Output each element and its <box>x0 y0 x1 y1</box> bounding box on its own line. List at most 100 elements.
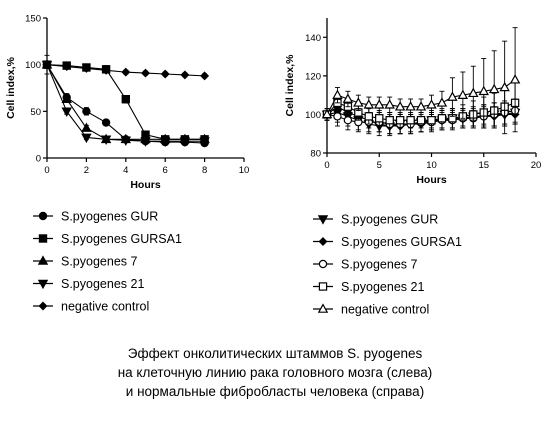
legend-label: negative control <box>341 303 429 317</box>
x-tick-label: 0 <box>324 160 329 171</box>
legend-marker <box>317 303 329 313</box>
legend-item: S.pyogenes GURSA1 <box>313 235 462 249</box>
data-point <box>121 67 131 77</box>
data-point <box>353 97 364 107</box>
legend-marker <box>37 255 49 265</box>
data-point <box>140 137 151 147</box>
x-tick-label: 4 <box>123 165 128 176</box>
y-tick-label: 80 <box>310 149 321 160</box>
y-tick-label: 140 <box>305 33 321 44</box>
series-3 <box>41 60 210 147</box>
series-4 <box>42 60 210 81</box>
legend-marker <box>38 234 48 243</box>
legend-item: S.pyogenes GURSA1 <box>33 232 182 246</box>
caption-line-3: и нормальные фибробласты человека (справ… <box>125 384 425 399</box>
data-point <box>447 91 458 101</box>
data-point <box>82 107 91 116</box>
data-point <box>363 99 375 109</box>
legend-item: S.pyogenes 7 <box>313 258 417 272</box>
data-point <box>179 137 191 147</box>
legend-label: S.pyogenes GURSA1 <box>341 235 462 249</box>
data-point <box>478 85 489 96</box>
data-point <box>436 97 448 107</box>
legend-label: negative control <box>61 300 149 314</box>
data-point <box>509 74 521 84</box>
data-point <box>321 108 333 119</box>
data-point <box>332 89 343 99</box>
data-point <box>120 136 132 146</box>
legend-item: negative control <box>313 303 429 317</box>
caption-line-2: на клеточную линию рака головного мозга … <box>117 365 433 380</box>
legend-item: S.pyogenes GUR <box>313 213 438 227</box>
legend-label: S.pyogenes 21 <box>61 277 144 291</box>
x-tick-label: 6 <box>163 165 168 176</box>
legend-marker <box>318 282 328 291</box>
legend-item: negative control <box>33 300 149 314</box>
data-point <box>364 112 374 121</box>
data-point <box>200 71 210 81</box>
data-point <box>437 114 447 123</box>
data-point <box>199 137 210 147</box>
y-axis-label: Cell index,% <box>5 56 17 119</box>
data-point <box>61 93 72 104</box>
data-point <box>343 116 353 125</box>
data-point <box>375 114 384 123</box>
chart-1: 0 5 10 15 20 80 100 120 140 Hours Cell index,% S.py… <box>284 18 541 317</box>
data-point <box>488 83 500 94</box>
x-tick-label: 5 <box>377 160 382 171</box>
legend-item: S.pyogenes 7 <box>33 255 137 269</box>
data-point <box>100 135 112 145</box>
data-point <box>42 60 52 70</box>
x-tick-label: 8 <box>202 165 207 176</box>
legend-label: S.pyogenes 7 <box>61 255 137 269</box>
data-point <box>141 68 150 78</box>
data-point <box>81 122 92 132</box>
y-tick-label: 120 <box>305 71 321 82</box>
data-point <box>159 137 171 147</box>
legend-marker <box>38 301 48 311</box>
legend-label: S.pyogenes GUR <box>341 213 438 227</box>
legend-label: S.pyogenes 21 <box>341 280 424 294</box>
x-tick-label: 15 <box>478 160 489 171</box>
data-point <box>81 63 91 73</box>
data-point <box>333 112 342 121</box>
legend-item: S.pyogenes GUR <box>33 210 158 224</box>
series-4 <box>321 27 521 135</box>
data-point <box>180 70 190 80</box>
data-point <box>160 69 170 79</box>
data-point <box>415 101 427 111</box>
x-axis-label: Hours <box>130 179 160 191</box>
data-point <box>395 116 405 125</box>
data-point <box>342 93 354 103</box>
figure-caption: Эффект онколитических штаммов S. pyogene… <box>0 344 550 401</box>
legend-1: S.pyogenes GUR S.pyogenes GURSA1 S.pyogene… <box>313 213 462 317</box>
y-tick-label: 100 <box>25 60 41 71</box>
data-point <box>468 87 479 98</box>
data-point <box>62 62 72 71</box>
x-tick-label: 2 <box>84 165 89 176</box>
x-tick-label: 20 <box>531 160 542 171</box>
legend-0: S.pyogenes GUR S.pyogenes GURSA1 S.pyogene… <box>33 210 182 314</box>
data-point <box>394 101 406 111</box>
data-point <box>457 89 469 99</box>
data-point <box>101 118 111 127</box>
data-point <box>374 99 385 109</box>
legend-marker <box>318 237 328 246</box>
data-point <box>427 116 436 125</box>
y-axis-label: Cell index,% <box>284 54 296 117</box>
data-point <box>405 101 416 111</box>
x-tick-label: 10 <box>239 165 250 176</box>
legend-label: S.pyogenes GUR <box>61 210 158 224</box>
legend-label: S.pyogenes 7 <box>341 258 417 272</box>
y-tick-label: 100 <box>305 110 321 121</box>
data-point <box>384 99 395 109</box>
data-point <box>499 81 510 92</box>
caption-line-1: Эффект онколитических штаммов S. pyogene… <box>127 346 423 361</box>
x-axis-label: Hours <box>416 174 446 186</box>
legend-item: S.pyogenes 21 <box>313 280 424 294</box>
data-point <box>101 65 111 75</box>
legend-label: S.pyogenes GURSA1 <box>61 232 182 246</box>
y-tick-label: 150 <box>25 14 41 25</box>
